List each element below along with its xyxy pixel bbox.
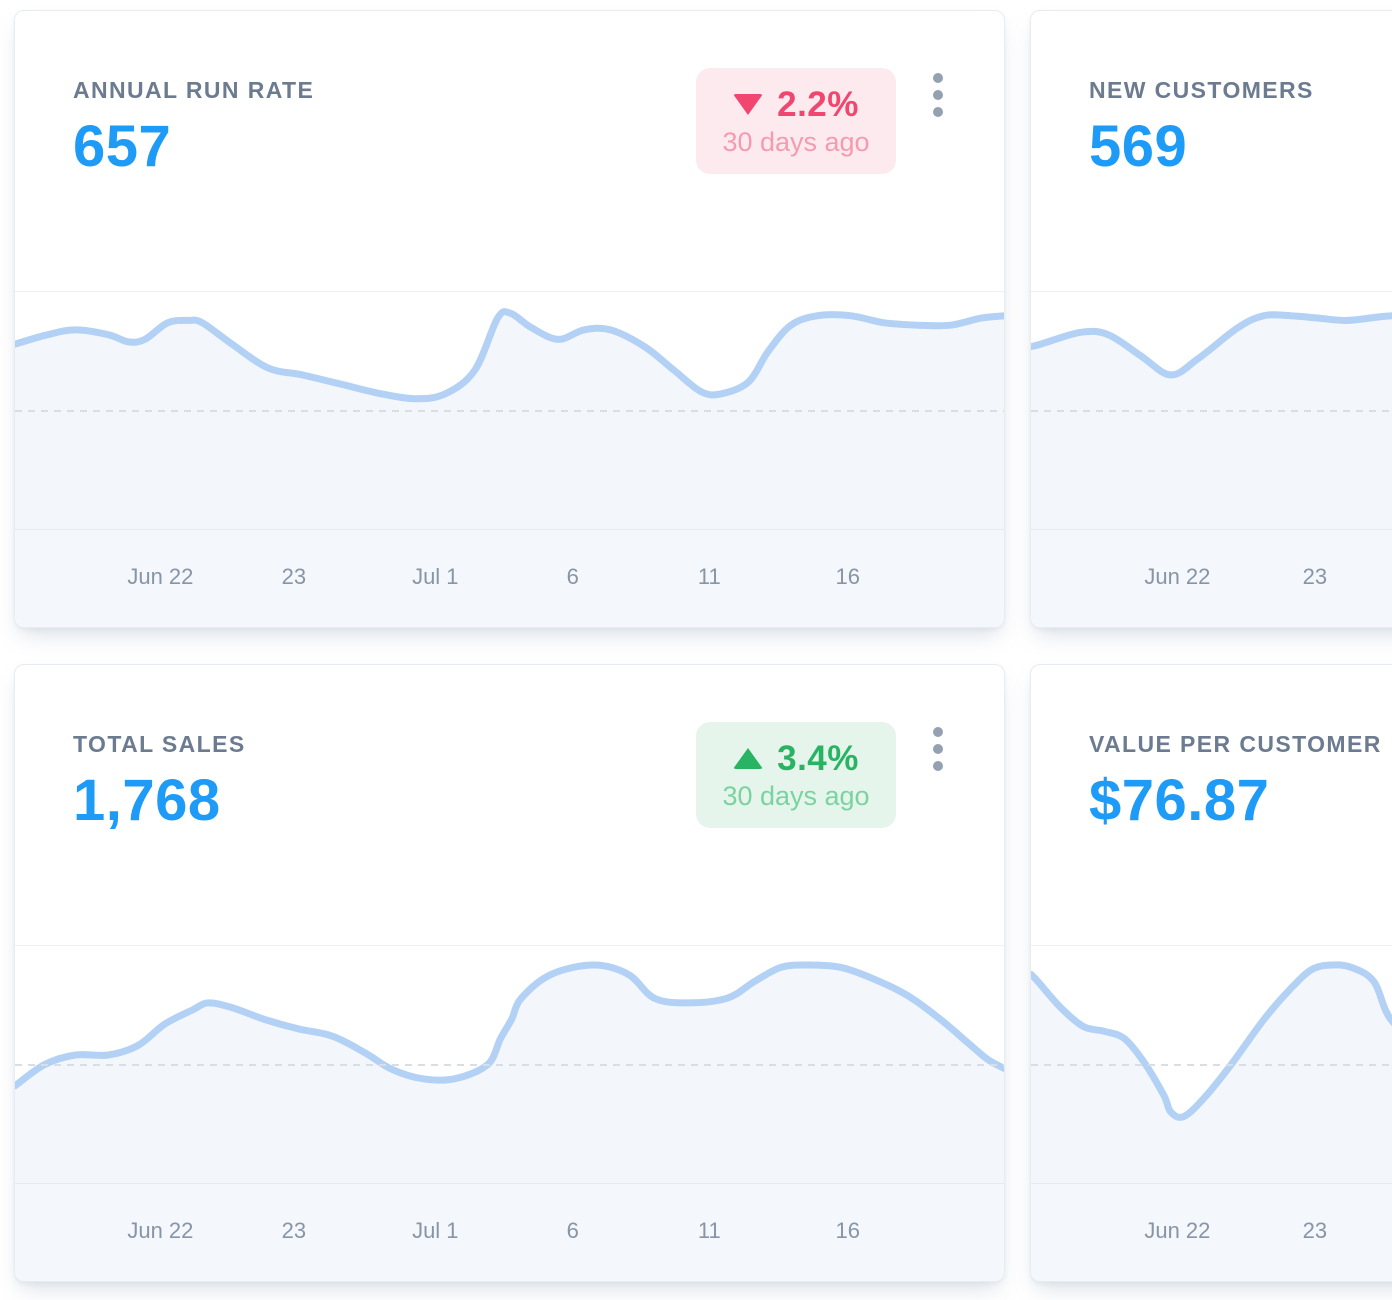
trend-percent: 2.2% (777, 84, 859, 124)
x-axis-band: Jun 22 23 (1031, 529, 1392, 627)
stats-dashboard-grid: ANNUAL RUN RATE 657 2.2% 30 days ago (14, 10, 1392, 1282)
chart-area-fill (1031, 964, 1392, 1183)
ellipsis-dot-icon (933, 90, 943, 100)
dashed-gridline (1031, 410, 1392, 412)
trend-percent: 3.4% (777, 738, 859, 778)
x-tick-label: 6 (566, 1218, 579, 1243)
sparkline-area-chart (15, 945, 1004, 1183)
card-title: ANNUAL RUN RATE (73, 77, 315, 103)
dashed-gridline (15, 1064, 1004, 1066)
stat-card-value-per-customer: VALUE PER CUSTOMER $76.87 Jun 22 23 (1030, 664, 1392, 1282)
card-value: 657 (73, 114, 172, 179)
card-header: VALUE PER CUSTOMER $76.87 (1031, 665, 1392, 945)
card-value: 1,768 (73, 768, 221, 833)
ellipsis-dot-icon (933, 73, 943, 83)
ellipsis-dot-icon (933, 761, 943, 771)
x-tick-label: Jun 22 (1144, 564, 1211, 589)
trend-badge-up: 3.4% 30 days ago (696, 722, 896, 828)
x-tick-label: 23 (1302, 564, 1328, 589)
card-value: 569 (1089, 114, 1188, 179)
card-value: $76.87 (1089, 768, 1270, 833)
x-tick-label: 23 (281, 1218, 307, 1243)
stat-card-new-customers: NEW CUSTOMERS 569 Jun 22 23 (1030, 10, 1392, 628)
chart-line (15, 308, 1004, 403)
x-axis-band: Jun 22 23 Jul 1 6 11 16 (15, 1183, 1004, 1281)
x-tick-label: Jul 1 (412, 1218, 459, 1243)
card-header: ANNUAL RUN RATE 657 2.2% 30 days ago (15, 11, 1004, 291)
chart-line (15, 961, 1004, 1090)
trend-caption: 30 days ago (722, 780, 870, 811)
trend-up-icon (733, 747, 764, 769)
chart-canvas (1031, 961, 1392, 1183)
x-axis-band: Jun 22 23 Jul 1 6 11 16 (15, 529, 1004, 627)
more-options-button[interactable] (927, 71, 949, 119)
chart-line (1031, 311, 1392, 379)
trend-badge-down: 2.2% 30 days ago (696, 68, 896, 174)
card-title: VALUE PER CUSTOMER (1089, 731, 1382, 757)
chart-area-fill (1031, 314, 1392, 529)
x-tick-label: 11 (697, 1218, 721, 1243)
x-tick-label: 16 (835, 1218, 860, 1243)
chart-canvas (15, 961, 1004, 1183)
x-tick-label: Jun 22 (127, 564, 194, 589)
x-tick-label: 23 (1302, 1218, 1328, 1243)
card-title: TOTAL SALES (73, 731, 246, 757)
x-tick-label: 16 (835, 564, 860, 589)
card-title: NEW CUSTOMERS (1089, 77, 1314, 103)
x-tick-label: 11 (697, 564, 721, 589)
chart-canvas (15, 308, 1004, 529)
chart-canvas (1031, 311, 1392, 529)
dashed-gridline (15, 410, 1004, 412)
x-axis-band: Jun 22 23 (1031, 1183, 1392, 1281)
trend-down-icon (733, 93, 764, 115)
x-tick-label: Jun 22 (1144, 1218, 1211, 1243)
ellipsis-dot-icon (933, 727, 943, 737)
trend-caption: 30 days ago (722, 126, 870, 157)
more-options-button[interactable] (927, 725, 949, 773)
stat-card-total-sales: TOTAL SALES 1,768 3.4% 30 days ago (14, 664, 1005, 1282)
dashed-gridline (1031, 1064, 1392, 1066)
x-tick-label: 6 (566, 564, 579, 589)
x-tick-label: Jun 22 (127, 1218, 194, 1243)
stat-card-annual-run-rate: ANNUAL RUN RATE 657 2.2% 30 days ago (14, 10, 1005, 628)
sparkline-area-chart (1031, 291, 1392, 529)
card-header: TOTAL SALES 1,768 3.4% 30 days ago (15, 665, 1004, 945)
card-header: NEW CUSTOMERS 569 (1031, 11, 1392, 291)
chart-line (1031, 961, 1392, 1121)
ellipsis-dot-icon (933, 744, 943, 754)
sparkline-area-chart (15, 291, 1004, 529)
chart-area-fill (15, 964, 1004, 1183)
x-tick-label: Jul 1 (412, 564, 459, 589)
chart-area-fill (15, 311, 1004, 529)
sparkline-area-chart (1031, 945, 1392, 1183)
ellipsis-dot-icon (933, 107, 943, 117)
x-tick-label: 23 (281, 564, 307, 589)
